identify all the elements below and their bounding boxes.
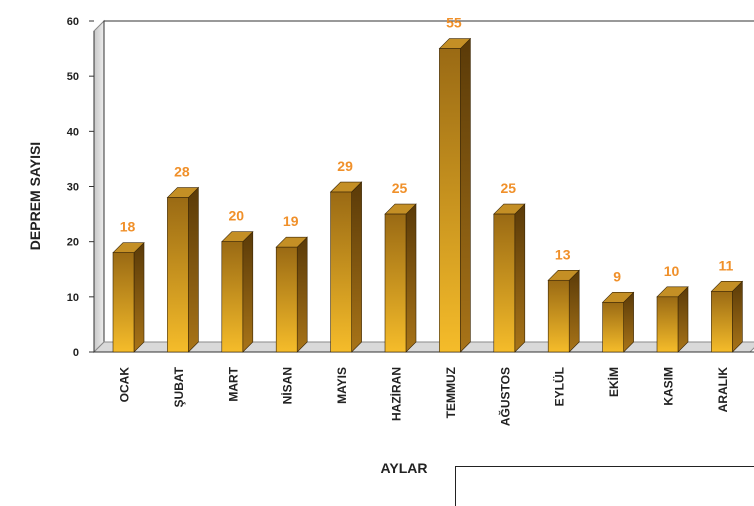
bottom-box: [455, 466, 754, 506]
x-tick-label: ARALIK: [716, 367, 730, 413]
bar-ağustos: [493, 203, 526, 353]
data-label: 19: [283, 213, 299, 229]
y-tick-label: 40: [67, 126, 79, 138]
data-label: 11: [718, 257, 733, 273]
data-label: 18: [120, 219, 136, 235]
bar-side: [514, 203, 526, 353]
bar-side: [732, 280, 743, 353]
data-label: 13: [555, 246, 571, 262]
x-tick-label: OCAK: [118, 367, 132, 403]
x-tick-label: ŞUBAT: [172, 366, 186, 407]
bar-temmuz: [438, 37, 472, 353]
data-label: 20: [229, 208, 245, 224]
bar-front: [330, 191, 352, 353]
bar-mart: [221, 230, 254, 353]
data-label: 25: [392, 180, 408, 196]
bar-hazi̇ran: [384, 203, 417, 353]
y-tick-label: 20: [67, 237, 79, 249]
y-tick-label: 30: [67, 182, 79, 194]
x-tick-label: EYLÜL: [552, 367, 567, 406]
bar-eki̇m: [601, 291, 635, 353]
plot-frame: [92, 19, 754, 354]
bar-ocak: [112, 241, 145, 353]
data-label: 9: [613, 268, 621, 284]
bar-front: [384, 213, 407, 353]
bar-front: [275, 246, 298, 353]
bar-front: [439, 48, 461, 353]
data-label: 55: [446, 15, 462, 31]
bar-front: [167, 197, 189, 353]
bars: 18 28 20 19 29 25 55 25 13 9 10 11: [112, 15, 744, 353]
side-wall: [93, 19, 105, 354]
x-tick-label: AĞUSTOS: [497, 367, 512, 426]
bar-front: [711, 291, 733, 353]
bar-aralik: [710, 280, 744, 353]
x-axis-labels: OCAK ŞUBAT MART NİSAN MAYIS HAZİRAN TEMMUZ AĞUS…: [118, 366, 730, 426]
bar-side: [133, 241, 145, 353]
back-wall: [103, 20, 754, 343]
bar-front: [112, 252, 135, 353]
bar-ni̇san: [275, 236, 308, 353]
y-tick-label: 10: [67, 292, 79, 304]
x-tick-label: MART: [226, 366, 240, 401]
bar-side: [405, 203, 417, 353]
bar-side: [460, 37, 471, 353]
bar-side: [242, 230, 254, 353]
bar-side: [351, 181, 362, 353]
bar-kasim: [656, 286, 689, 353]
data-label: 28: [174, 164, 190, 180]
bar-front: [547, 279, 570, 353]
y-tick-label: 60: [67, 16, 79, 28]
bar-mayis: [329, 181, 363, 353]
chart: 0 10 20 30 40 50 60 18 28 20 19 29 25 55 25 13 9 10 11 OC…: [27, 15, 754, 476]
bar-side: [623, 291, 634, 353]
data-label: 10: [664, 263, 680, 279]
y-axis-title: DEPREM SAYISI: [27, 142, 43, 250]
bar-front: [493, 213, 516, 353]
bar-side: [188, 186, 199, 353]
y-axis-ticks: 0 10 20 30 40 50 60: [67, 16, 94, 359]
bar-front: [221, 241, 244, 353]
bar-side: [568, 269, 580, 353]
bar-şubat: [166, 186, 200, 353]
x-tick-label: HAZİRAN: [389, 367, 404, 421]
bar-front: [602, 302, 624, 353]
x-tick-label: NİSAN: [280, 367, 295, 404]
x-tick-label: EKİM: [606, 367, 621, 397]
bar-eylül: [547, 269, 580, 353]
bar-side: [296, 236, 308, 353]
x-tick-label: KASIM: [662, 367, 676, 406]
x-tick-label: TEMMUZ: [444, 367, 458, 418]
bar-front: [656, 296, 679, 353]
x-axis-title: AYLAR: [381, 460, 428, 476]
data-label: 25: [501, 180, 517, 196]
data-label: 29: [337, 158, 353, 174]
bar-side: [677, 286, 689, 353]
y-tick-label: 0: [73, 347, 79, 359]
y-tick-label: 50: [67, 71, 79, 83]
x-tick-label: MAYIS: [335, 367, 349, 404]
